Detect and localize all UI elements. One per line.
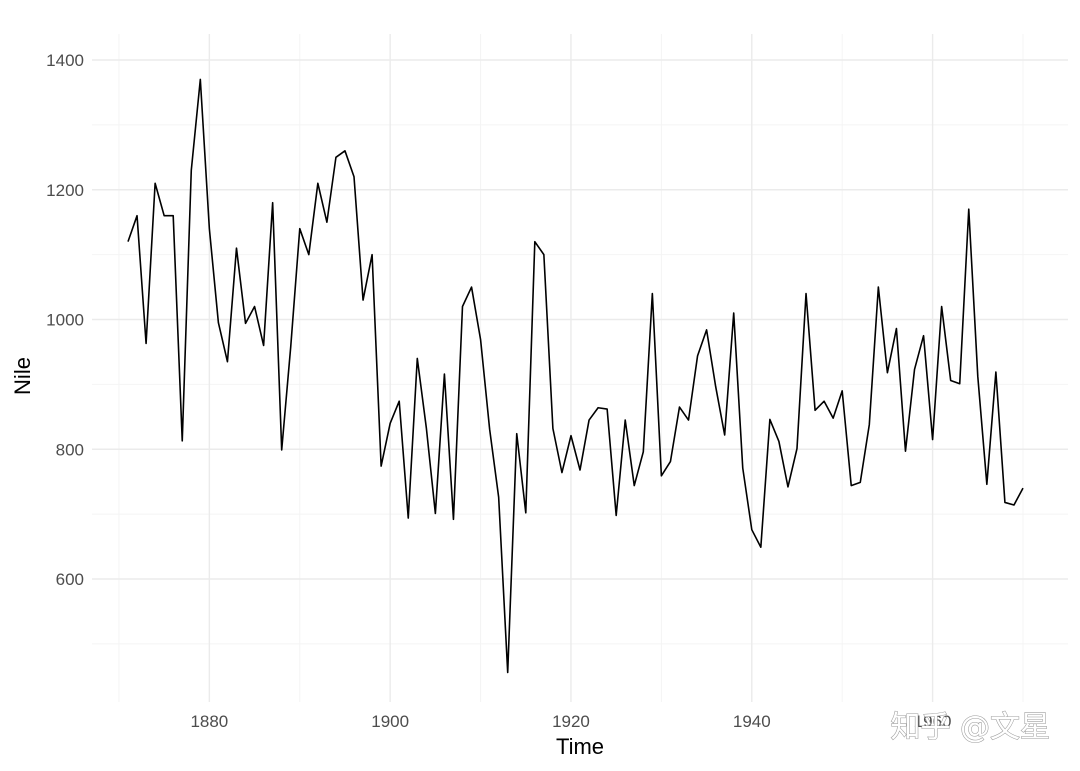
y-axis-tick-labels: 600 800 1000 1200 1400 [46, 51, 84, 589]
y-tick-label: 1000 [46, 311, 84, 330]
y-tick-label: 600 [56, 570, 84, 589]
nile-series-line [127, 78, 1024, 674]
major-gridlines [92, 34, 1068, 702]
y-tick-label: 1200 [46, 181, 84, 200]
watermark-text: 知乎 @文星 [890, 710, 1050, 745]
x-tick-label: 1900 [371, 712, 409, 731]
x-axis-title: Time [556, 734, 604, 759]
y-tick-label: 1400 [46, 51, 84, 70]
minor-gridlines [92, 34, 1068, 702]
x-tick-label: 1880 [190, 712, 228, 731]
y-tick-label: 800 [56, 440, 84, 459]
x-tick-label: 1920 [552, 712, 590, 731]
x-axis-tick-labels: 1880 1900 1920 1940 1960 [190, 712, 951, 731]
x-tick-label: 1940 [733, 712, 771, 731]
x-tick-label: 1960 [914, 712, 952, 731]
y-axis-title: Nile [10, 357, 35, 395]
